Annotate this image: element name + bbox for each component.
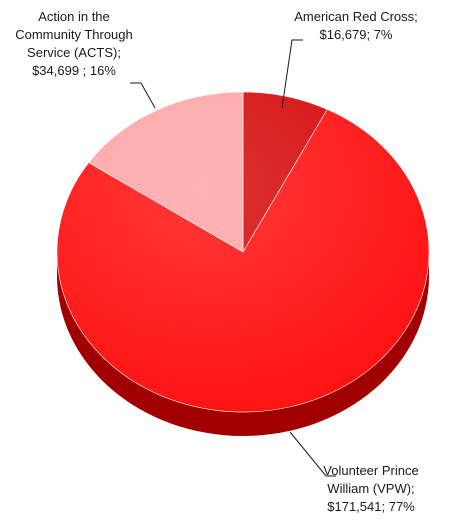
label-line: Volunteer Prince [323,463,419,478]
slice-label-vpw: Volunteer Prince William (VPW); $171,541… [290,462,452,516]
slice-label-acts: Action in the Community Through Service … [6,8,142,80]
label-line: $16,679; 7% [319,27,393,42]
label-line: Community Through [15,27,133,42]
label-line: American Red Cross; [294,9,418,24]
leader-lines [130,39,336,477]
label-line: Service (ACTS); [27,45,121,60]
label-line: $171,541; 77% [327,499,415,514]
pie-sheen [57,92,429,412]
label-line: $34,699 ; 16% [32,63,116,78]
label-line: Action in the [38,9,110,24]
pie-slices [56,91,430,413]
label-line: William (VPW); [327,481,415,496]
leader-line-2 [130,82,156,109]
leader-line-1 [289,431,336,477]
slice-label-american-red-cross: American Red Cross; $16,679; 7% [266,8,446,44]
leader-line-0 [281,39,303,109]
